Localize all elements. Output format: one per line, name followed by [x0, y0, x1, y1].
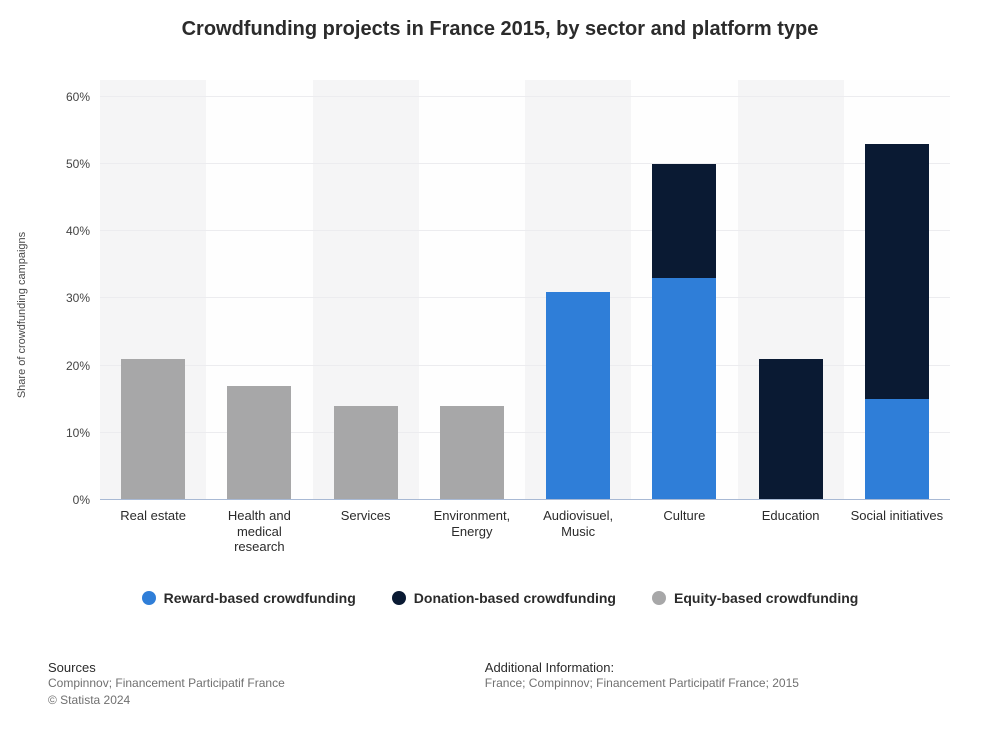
bar-slot [419, 80, 525, 500]
bar-segment-equity [227, 386, 291, 500]
bar-slot [631, 80, 737, 500]
sources-block: Sources Compinnov; Financement Participa… [48, 660, 285, 709]
x-tick-label: Audiovisuel, Music [525, 508, 631, 555]
legend-swatch [392, 591, 406, 605]
bar-slot [738, 80, 844, 500]
bar-segment-reward [652, 278, 716, 500]
x-tick-label: Real estate [100, 508, 206, 555]
y-tick-label: 0% [73, 493, 90, 507]
x-axis-line [100, 499, 950, 501]
bar-stack [652, 80, 716, 500]
x-tick-label: Health and medical research [206, 508, 312, 555]
chart-title: Crowdfunding projects in France 2015, by… [0, 0, 1000, 41]
sources-text: Compinnov; Financement Participatif Fran… [48, 675, 285, 692]
footer: Sources Compinnov; Financement Participa… [48, 660, 952, 709]
sources-heading: Sources [48, 660, 285, 675]
bar-slot [313, 80, 419, 500]
legend-label: Reward-based crowdfunding [164, 590, 356, 606]
legend-label: Donation-based crowdfunding [414, 590, 616, 606]
bar-segment-donation [865, 144, 929, 399]
bar-segment-equity [440, 406, 504, 500]
legend-swatch [652, 591, 666, 605]
bar-segment-reward [865, 399, 929, 500]
x-tick-label: Social initiatives [844, 508, 950, 555]
y-tick-label: 30% [66, 291, 90, 305]
plot-area: 0%10%20%30%40%50%60% Real estateHealth a… [100, 80, 950, 500]
bar-slot [525, 80, 631, 500]
y-tick-label: 50% [66, 157, 90, 171]
y-tick-label: 40% [66, 224, 90, 238]
bar-slot [100, 80, 206, 500]
y-tick-label: 20% [66, 359, 90, 373]
additional-heading: Additional Information: [485, 660, 799, 675]
legend-swatch [142, 591, 156, 605]
additional-text: France; Compinnov; Financement Participa… [485, 675, 799, 692]
chart-area: Share of crowdfunding campaigns 0%10%20%… [40, 70, 960, 560]
bar-stack [440, 80, 504, 500]
x-tick-label: Environment, Energy [419, 508, 525, 555]
bar-stack [546, 80, 610, 500]
bar-stack [865, 80, 929, 500]
legend-item-equity: Equity-based crowdfunding [652, 590, 858, 606]
x-tick-label: Culture [631, 508, 737, 555]
bar-stack [759, 80, 823, 500]
bar-slot [844, 80, 950, 500]
y-tick-label: 10% [66, 426, 90, 440]
bar-segment-donation [759, 359, 823, 500]
bar-slot [206, 80, 312, 500]
y-tick-label: 60% [66, 90, 90, 104]
legend-label: Equity-based crowdfunding [674, 590, 858, 606]
bar-segment-reward [546, 292, 610, 500]
x-tick-label: Services [313, 508, 419, 555]
copyright-text: © Statista 2024 [48, 692, 285, 709]
y-axis-label: Share of crowdfunding campaigns [16, 232, 28, 398]
x-tick-label: Education [738, 508, 844, 555]
legend-item-donation: Donation-based crowdfunding [392, 590, 616, 606]
additional-info-block: Additional Information: France; Compinno… [485, 660, 799, 709]
bar-stack [227, 80, 291, 500]
bar-segment-donation [652, 164, 716, 278]
legend: Reward-based crowdfunding Donation-based … [0, 590, 1000, 610]
bar-segment-equity [121, 359, 185, 500]
bar-stack [121, 80, 185, 500]
bar-segment-equity [334, 406, 398, 500]
bar-stack [334, 80, 398, 500]
legend-item-reward: Reward-based crowdfunding [142, 590, 356, 606]
